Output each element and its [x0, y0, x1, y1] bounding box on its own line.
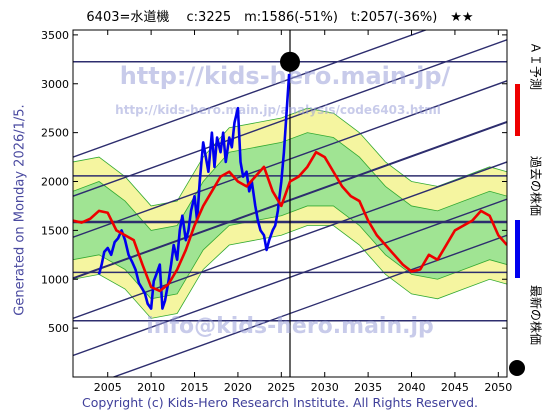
copyright: Copyright (c) Kids-Hero Research Institu… — [81, 395, 479, 410]
x-axis: 2005 2010 2015 2020 2025 2030 2035 2040 2045 2050 — [94, 30, 512, 394]
legend-latest: 最新の株価 — [509, 277, 543, 387]
series-lines — [73, 73, 507, 310]
legend-latest-label: 最新の株価 — [528, 284, 543, 346]
price-levels — [73, 30, 507, 377]
watermark-url-small: http://kids-hero.main.jp/analysis/code64… — [115, 103, 441, 117]
x-tick-label-6: 2035 — [354, 381, 382, 394]
band-edge-1 — [73, 205, 507, 300]
x-tick-label-4: 2025 — [267, 381, 295, 394]
x-tick-label-7: 2040 — [398, 381, 426, 394]
legend-past: 過去の株価 — [512, 152, 543, 278]
y-tick-label-3: 1500 — [41, 224, 69, 237]
latest-point — [280, 51, 300, 72]
y-tick-label-4: 2000 — [41, 176, 69, 189]
y-tick-label-7: 3500 — [41, 29, 69, 42]
legend-past-label: 過去の株価 — [528, 155, 543, 217]
x-tick-label-0: 2005 — [94, 381, 122, 394]
watermark-email: info@kids-hero.main.jp — [146, 314, 434, 339]
legend-forecast: ＡＩ予測 — [512, 32, 543, 152]
band-edge-2 — [73, 132, 507, 231]
x-tick-label-8: 2045 — [441, 381, 469, 394]
legend-forecast-swatch — [515, 84, 520, 136]
chart-title: 6403=水道機 c:3225 m:1586(-51%) t:2057(-36%… — [86, 10, 474, 25]
y-axis: 500 1000 1500 2000 2500 3000 3500 — [41, 29, 507, 335]
legend-latest-dot — [509, 360, 525, 376]
y-tick-label-6: 3000 — [41, 78, 69, 91]
x-tick-label-2: 2015 — [181, 381, 209, 394]
y-tick-label-2: 1000 — [41, 273, 69, 286]
x-tick-label-3: 2020 — [224, 381, 252, 394]
y-tick-label-5: 2500 — [41, 127, 69, 140]
band-edge-0 — [73, 225, 507, 319]
x-tick-label-1: 2010 — [137, 381, 165, 394]
plot-frame — [72, 29, 508, 378]
legend-past-swatch — [515, 220, 520, 278]
legend: ＡＩ予測 過去の株価 最新の株価 — [509, 32, 543, 382]
x-tick-label-5: 2030 — [311, 381, 339, 394]
watermark: http://kids-hero.main.jp/ http://kids-he… — [115, 62, 450, 339]
latest-marker — [280, 51, 300, 72]
series-line-1 — [73, 150, 507, 293]
x-tick-label-9: 2050 — [484, 381, 512, 394]
y-tick-label-1: 500 — [48, 322, 69, 335]
legend-forecast-label: ＡＩ予測 — [528, 41, 543, 91]
